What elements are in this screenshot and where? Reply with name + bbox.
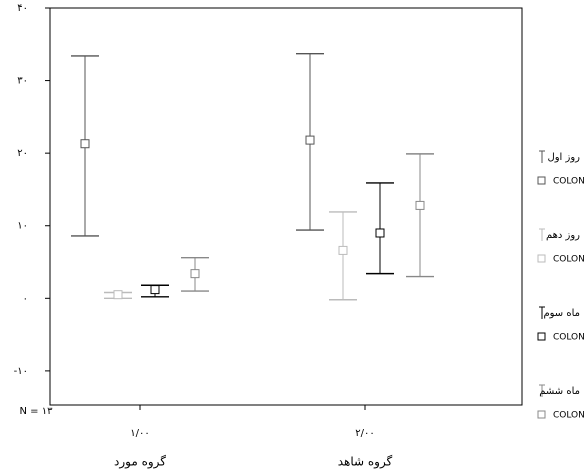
legend-label: ماه سوم [543, 308, 580, 319]
y-tick-label: ۳۰ [17, 76, 28, 87]
mean-marker [415, 200, 425, 210]
y-tick-label: ۰ [23, 293, 28, 304]
mean-marker [305, 135, 315, 145]
legend-mean-label: COLONY3 [553, 333, 584, 343]
category-name: گروه مورد [114, 455, 166, 470]
x-tick-label: ۱/۰۰ [130, 428, 149, 439]
legend-mean-label: COLONY1 [553, 177, 584, 187]
y-tick-label: -۱۰ [14, 366, 28, 377]
legend-mean [537, 332, 546, 341]
mean-marker [150, 285, 160, 295]
mean-marker [80, 139, 90, 149]
mean-marker [190, 269, 200, 279]
y-tick-label: ۴۰ [17, 3, 28, 14]
legend-label: روز اول [547, 152, 580, 163]
plot-frame [49, 7, 523, 406]
mean-marker [375, 228, 385, 238]
category-name: گروه شاهد [338, 455, 393, 470]
legend-mean-label: COLONY4 [553, 411, 584, 421]
n-annotation: N = ۱۳ [20, 406, 54, 417]
y-tick-label: ۱۰ [17, 221, 28, 232]
legend-mean-label: COLONY2 [553, 255, 584, 265]
legend-mean [537, 254, 546, 263]
legend-mean [537, 176, 546, 185]
legend-label: روز دهم [546, 230, 580, 241]
mean-marker [338, 245, 348, 255]
legend-label: ماه ششم [539, 386, 580, 397]
legend-mean [537, 410, 546, 419]
mean-marker [113, 290, 123, 300]
y-tick-label: ۲۰ [17, 148, 28, 159]
x-tick-label: ۲/۰۰ [355, 428, 374, 439]
